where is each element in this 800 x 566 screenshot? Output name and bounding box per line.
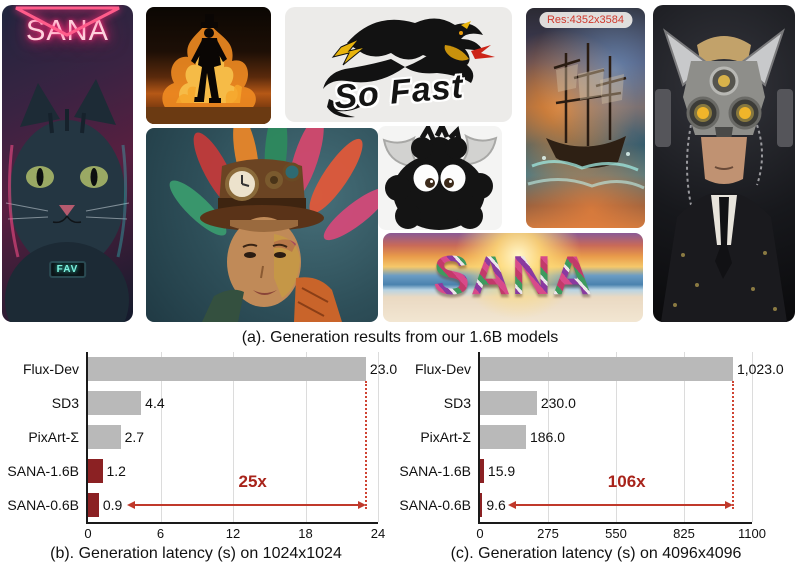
x-axis-ticks: 0 6 12 18 24 xyxy=(84,524,385,542)
bar-PixArt-Σ xyxy=(480,425,526,449)
portrait-illustration xyxy=(169,128,378,322)
arrow-head-icon xyxy=(126,501,135,509)
x-tick-label: 18 xyxy=(298,526,313,541)
category-label: Flux-Dev xyxy=(414,361,471,377)
arrow-head-icon xyxy=(724,501,733,509)
speedup-arrow xyxy=(126,501,366,509)
bar-SANA-1.6B xyxy=(88,459,103,483)
gridline xyxy=(160,352,162,522)
bar-SD3 xyxy=(88,391,142,415)
x-tick-label: 24 xyxy=(370,526,386,541)
caption-c: (c). Generation latency (s) on 4096x4096 xyxy=(450,545,742,562)
gridline xyxy=(548,352,549,522)
arrow-head-icon xyxy=(357,501,366,509)
gridline xyxy=(305,352,307,522)
resolution-badge: Res:4352x3584 xyxy=(538,12,633,28)
cyborg-illustration xyxy=(655,28,793,322)
value-label: 23.0 xyxy=(369,361,398,377)
x-axis-ticks: 0 275 550 825 1100 xyxy=(476,524,766,542)
plot-area: 1,023.0 230.0 186.0 15.9 9.6 106x xyxy=(478,352,784,524)
neon-cat-image: SANA FAV xyxy=(2,5,133,322)
arrow-line xyxy=(516,504,725,506)
neon-triangle-icon xyxy=(15,6,120,37)
bar-SANA-0.6B xyxy=(88,493,99,517)
value-label: 15.9 xyxy=(487,463,516,479)
sana-beach-image: SANA xyxy=(383,233,643,322)
caption-b: (b). Generation latency (s) on 1024x1024 xyxy=(50,545,342,562)
gridline xyxy=(378,352,379,522)
cat-illustration xyxy=(5,79,130,322)
cat-collar-screen: FAV xyxy=(48,261,87,278)
arrow-line xyxy=(134,504,358,506)
carnival-portrait-image xyxy=(146,128,378,322)
latency-charts: Flux-Dev SD3 PixArt-Σ SANA-1.6B SANA-0.6B 23… xyxy=(0,352,800,564)
bar-Flux-Dev xyxy=(88,357,366,381)
bar-SANA-0.6B xyxy=(480,493,483,517)
speedup-label: 25x xyxy=(238,472,267,491)
category-labels: Flux-Dev SD3 PixArt-Σ SANA-1.6B SANA-0.6B xyxy=(392,352,478,524)
gridline xyxy=(752,352,753,522)
gridline xyxy=(684,352,685,522)
category-label: PixArt-Σ xyxy=(420,429,471,445)
ship-illustration xyxy=(527,43,645,190)
category-label: SANA-0.6B xyxy=(399,497,471,513)
gridline xyxy=(233,352,234,522)
x-tick-label: 1100 xyxy=(738,526,766,541)
generation-results-collage: SANA FAV xyxy=(2,5,795,322)
yak-image xyxy=(378,126,502,230)
x-tick-label: 825 xyxy=(673,526,695,541)
x-tick-label: 550 xyxy=(605,526,627,541)
chart-latency-4096: Flux-Dev SD3 PixArt-Σ SANA-1.6B SANA-0.6B 1,… xyxy=(392,352,800,564)
bar-PixArt-Σ xyxy=(88,425,121,449)
x-tick-label: 6 xyxy=(156,526,165,541)
value-label: 2.7 xyxy=(124,429,145,445)
ship-image: Res:4352x3584 xyxy=(526,8,645,228)
dragon-icon xyxy=(323,18,495,118)
plot-area: 23.0 4.4 2.7 1.2 0.9 25x xyxy=(86,352,397,524)
category-label: SD3 xyxy=(443,395,471,411)
x-tick-label: 12 xyxy=(225,526,241,541)
chart-latency-1024: Flux-Dev SD3 PixArt-Σ SANA-1.6B SANA-0.6B 23… xyxy=(0,352,397,564)
category-label: SANA-0.6B xyxy=(7,497,79,513)
value-label: 0.9 xyxy=(102,497,123,513)
reference-dotted-line xyxy=(731,381,734,509)
gridline xyxy=(616,352,617,522)
category-label: SANA-1.6B xyxy=(7,463,79,479)
sana-beach-text: SANA xyxy=(383,243,643,307)
value-label: 186.0 xyxy=(529,429,566,445)
ticks-spacer xyxy=(0,524,88,542)
category-label: Flux-Dev xyxy=(22,361,79,377)
category-label: PixArt-Σ xyxy=(28,429,79,445)
x-tick-label: 0 xyxy=(476,526,484,541)
category-label: SANA-1.6B xyxy=(399,463,471,479)
bar-SANA-1.6B xyxy=(480,459,484,483)
reference-dotted-line xyxy=(364,381,367,509)
x-tick-label: 0 xyxy=(84,526,92,541)
value-label: 230.0 xyxy=(540,395,576,411)
value-label: 1,023.0 xyxy=(736,361,784,377)
value-label: 9.6 xyxy=(486,497,506,513)
cyborg-image xyxy=(653,5,795,322)
burning-man-illustration xyxy=(146,14,271,124)
burning-man-image xyxy=(146,7,271,124)
bar-SD3 xyxy=(480,391,537,415)
caption-a: (a). Generation results from our 1.6B mo… xyxy=(241,329,559,346)
arrow-head-icon xyxy=(508,501,517,509)
value-label: 4.4 xyxy=(145,395,165,411)
x-tick-label: 275 xyxy=(537,526,559,541)
so-fast-logo-image: So Fast xyxy=(285,7,512,122)
ticks-spacer xyxy=(392,524,480,542)
yak-illustration xyxy=(382,126,498,230)
speedup-arrow xyxy=(508,501,733,509)
speedup-label: 106x xyxy=(607,472,646,491)
value-label: 1.2 xyxy=(106,463,126,479)
category-labels: Flux-Dev SD3 PixArt-Σ SANA-1.6B SANA-0.6B xyxy=(0,352,86,524)
category-label: SD3 xyxy=(51,395,79,411)
bar-Flux-Dev xyxy=(480,357,733,381)
